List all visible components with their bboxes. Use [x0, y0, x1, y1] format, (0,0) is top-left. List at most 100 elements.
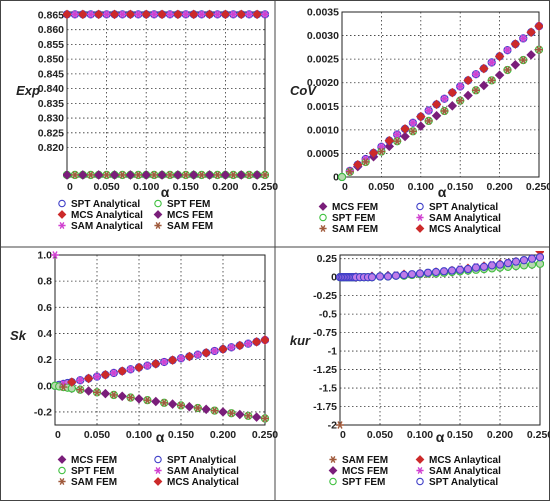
- point-mcs-analytical: [151, 359, 161, 369]
- data-points: [63, 9, 269, 180]
- legend: SPT Analytical SPT FEM MCS Analytical MCS F…: [57, 199, 213, 232]
- point-sam-fem: [487, 76, 496, 85]
- point-sam-analytical: [408, 118, 417, 127]
- legend: MCS FEM SPT Analytical SPT FEM SAM Analytic…: [318, 202, 501, 235]
- legend-marker-mcs-analytical: [415, 224, 425, 233]
- x-tick-label: 0.200: [486, 181, 512, 193]
- legend: SAM FEM MCS Anlaytical MCS FEM SAM Analytic…: [328, 455, 501, 488]
- point-sam-analytical: [229, 10, 238, 19]
- point-sam-analytical: [244, 339, 253, 348]
- legend-label-sam-fem: SAM FEM: [342, 455, 388, 466]
- legend-marker-sam-analytical: [416, 214, 424, 221]
- point-spt-analytical: [535, 253, 544, 262]
- legend-label-spt-analytical: SPT Analytical: [71, 199, 140, 210]
- point-spt-analytical: [511, 257, 521, 266]
- x-tick-label: 0.250: [252, 181, 278, 193]
- legend-marker-mcs-anlaytical: [415, 455, 425, 464]
- point-sam-analytical: [165, 10, 174, 19]
- legend-marker-mcs-fem: [318, 202, 328, 211]
- panel-cov: 0 0.050 0.100 0.150 0.200 0.250 0.0035 0.0030 0.…: [290, 7, 550, 236]
- point-mcs-analytical: [479, 63, 489, 74]
- point-sam-analytical: [393, 130, 402, 139]
- point-mcs-fem: [83, 386, 94, 396]
- point-mcs-analytical: [109, 9, 120, 20]
- legend-label-mcs-fem: MCS FEM: [332, 202, 378, 213]
- y-tick-label: 0.0020: [307, 77, 339, 89]
- point-sam-analytical: [456, 82, 465, 91]
- point-mcs-fem: [151, 396, 161, 407]
- point-mcs-fem: [167, 399, 178, 409]
- x-axis-label: α: [161, 184, 170, 200]
- point-sam-analytical: [118, 10, 127, 19]
- y-tick-label: 0.2: [37, 354, 52, 366]
- point-sam-fem: [59, 383, 68, 391]
- x-tick-label: 0.200: [487, 429, 513, 441]
- point-mcs-analytical: [431, 99, 442, 110]
- x-tick-label: 0: [342, 181, 348, 193]
- series-sam-fem: [345, 45, 543, 176]
- point-mcs-analytical: [83, 373, 94, 384]
- point-mcs-fem: [251, 412, 262, 422]
- legend-marker-mcs-fem: [153, 210, 163, 219]
- point-sam-analytical: [487, 58, 496, 67]
- legend-marker-sam-analytical: [58, 222, 66, 229]
- legend: MCS FEM SPT Analytical SPT FEM SAM Analytic…: [57, 455, 239, 488]
- y-tick-label: -1.25: [313, 364, 337, 376]
- y-tick-label: 0.0015: [307, 101, 339, 113]
- point-sam-fem: [177, 401, 185, 410]
- series-sam-analytical: [70, 10, 269, 19]
- point-sam-analytical: [126, 365, 135, 374]
- point-sam-analytical: [210, 347, 219, 355]
- x-axis-label: α: [156, 429, 165, 445]
- point-mcs-analytical: [494, 51, 505, 62]
- point-mcs-fem: [510, 60, 521, 70]
- legend-marker-mcs-analytical: [57, 210, 67, 219]
- point-mcs-fem: [236, 170, 247, 180]
- legend-label-sam-analytical: SAM Analytical: [167, 466, 239, 477]
- point-spt-analytical: [519, 256, 529, 265]
- point-sam-fem: [261, 171, 269, 179]
- x-tick-label: 0.050: [368, 181, 394, 193]
- x-tick-label: 0.200: [210, 429, 236, 441]
- legend-label-mcs-fem: MCS FEM: [167, 210, 213, 221]
- point-mcs-analytical: [125, 9, 136, 20]
- point-spt-analytical: [463, 264, 473, 274]
- point-spt-analytical: [431, 267, 441, 277]
- point-sam-fem: [193, 404, 202, 412]
- x-tick-label: 0.050: [367, 429, 393, 441]
- point-mcs-analytical: [463, 75, 473, 86]
- panel-sk: 0 0.050 0.100 0.150 0.200 0.250 1.0 0.8 0.6 0.4 0.…: [10, 250, 278, 489]
- legend-marker-sam-fem: [58, 478, 66, 485]
- point-sam-fem: [76, 385, 85, 394]
- legend-label-spt-fem: SPT FEM: [71, 466, 114, 477]
- point-mcs-fem: [201, 404, 211, 415]
- point-sam-analytical: [213, 10, 222, 19]
- y-tick-label: -2: [328, 420, 337, 432]
- point-sam-analytical: [160, 358, 169, 366]
- legend-marker-sam-fem: [319, 225, 327, 232]
- point-sam-fem: [361, 158, 370, 166]
- point-mcs-fem: [173, 170, 183, 180]
- y-tick-label: 0.830: [38, 113, 64, 125]
- point-sam-analytical: [134, 10, 143, 19]
- legend-label-spt-analytical: SPT Analytical: [167, 455, 236, 466]
- point-mcs-fem: [235, 409, 245, 420]
- point-mcs-fem: [220, 170, 231, 180]
- series-mcs-fem: [63, 170, 262, 180]
- point-mcs-fem: [63, 170, 72, 180]
- point-sam-fem: [535, 45, 543, 54]
- point-mcs-fem: [117, 391, 127, 401]
- point-mcs-analytical: [416, 111, 426, 122]
- point-spt-analytical: [439, 267, 449, 276]
- legend-marker-spt-analytical: [154, 455, 162, 464]
- y-tick-label: 0: [333, 172, 339, 184]
- y-tick-label: 0.4: [37, 328, 52, 340]
- point-mcs-fem: [431, 110, 442, 121]
- point-sam-analytical: [143, 361, 152, 370]
- point-sam-fem: [377, 147, 386, 156]
- legend-marker-spt-analytical: [58, 199, 66, 208]
- point-mcs-analytical: [141, 9, 151, 20]
- y-axis-label: kur: [290, 333, 311, 348]
- point-sam-fem: [345, 167, 354, 176]
- point-mcs-analytical: [100, 370, 111, 380]
